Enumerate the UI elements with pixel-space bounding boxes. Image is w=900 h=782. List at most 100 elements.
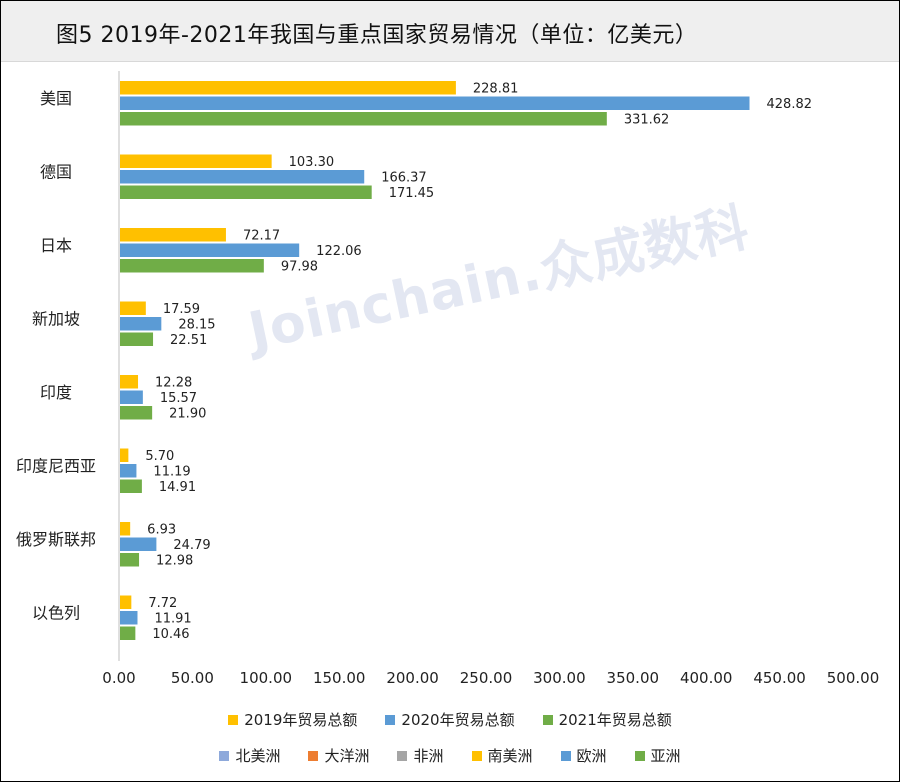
legend-swatch	[308, 750, 319, 761]
bar	[120, 553, 140, 567]
legend-item: 亚洲	[634, 745, 681, 766]
bar	[120, 185, 372, 199]
bar	[120, 81, 456, 95]
legend-item: 非洲	[397, 745, 444, 766]
bar	[120, 332, 154, 346]
data-label: 15.57	[160, 391, 197, 406]
bar	[120, 228, 226, 242]
data-label: 7.72	[148, 596, 177, 611]
bar	[120, 375, 139, 389]
data-label: 28.15	[178, 318, 215, 333]
legend-label: 非洲	[413, 747, 444, 765]
bar	[120, 317, 162, 331]
bar	[120, 170, 365, 184]
bar	[120, 537, 157, 551]
legend-label: 2019年贸易总额	[244, 711, 358, 729]
legend-label: 2020年贸易总额	[401, 711, 515, 729]
data-label: 5.70	[145, 449, 174, 464]
data-label: 11.91	[154, 612, 191, 627]
bar	[120, 448, 129, 462]
legend-label: 2021年贸易总额	[558, 711, 672, 729]
data-label: 24.79	[173, 538, 210, 553]
bar	[120, 522, 131, 536]
legend-series: 2019年贸易总额 2020年贸易总额 2021年贸易总额	[1, 709, 899, 730]
legend-regions: 北美洲 大洋洲 非洲 南美洲 欧洲 亚洲	[1, 745, 899, 766]
bar	[120, 259, 264, 273]
category-label: 俄罗斯联邦	[16, 530, 96, 549]
data-label: 17.59	[163, 302, 200, 317]
bar	[120, 243, 300, 257]
x-tick-label: 50.00	[171, 669, 214, 687]
title-bar: 图5 2019年-2021年我国与重点国家贸易情况（单位：亿美元）	[1, 1, 899, 62]
bar	[120, 390, 143, 404]
legend-swatch	[471, 750, 482, 761]
data-label: 12.28	[155, 376, 192, 391]
legend-swatch	[397, 750, 408, 761]
legend-swatch	[634, 750, 645, 761]
bar	[120, 626, 136, 640]
data-label: 428.82	[767, 97, 813, 112]
data-label: 166.37	[381, 171, 427, 186]
x-tick-label: 350.00	[607, 669, 660, 687]
category-label: 以色列	[32, 604, 80, 623]
data-label: 228.81	[473, 82, 519, 97]
data-label: 11.19	[153, 465, 190, 480]
data-label: 72.17	[243, 229, 280, 244]
legend-swatch	[385, 714, 396, 725]
legend-swatch	[542, 714, 553, 725]
x-tick-label: 200.00	[386, 669, 439, 687]
category-label: 印度	[40, 383, 72, 402]
legend-swatch	[219, 750, 230, 761]
x-tick-label: 150.00	[313, 669, 366, 687]
x-tick-label: 250.00	[460, 669, 513, 687]
bar	[120, 96, 750, 110]
x-tick-label: 300.00	[533, 669, 586, 687]
data-label: 14.91	[159, 480, 196, 495]
bar	[120, 154, 272, 168]
data-label: 10.46	[152, 627, 189, 642]
legend-item: 2020年贸易总额	[385, 709, 515, 730]
legend-swatch	[560, 750, 571, 761]
legend-label: 南美洲	[487, 747, 533, 765]
legend-swatch	[228, 714, 239, 725]
legend-label: 欧洲	[576, 747, 607, 765]
category-label: 印度尼西亚	[16, 457, 96, 476]
data-label: 103.30	[289, 155, 335, 170]
chart-title: 图5 2019年-2021年我国与重点国家贸易情况（单位：亿美元）	[56, 23, 698, 48]
x-tick-label: 0.00	[102, 669, 135, 687]
data-label: 6.93	[147, 523, 176, 538]
x-tick-label: 500.00	[827, 669, 880, 687]
legend-label: 北美洲	[235, 747, 281, 765]
bar	[120, 611, 138, 625]
bar	[120, 301, 146, 315]
data-label: 21.90	[169, 407, 206, 422]
legend-label: 亚洲	[650, 747, 681, 765]
bar	[120, 406, 153, 420]
category-label: 日本	[40, 236, 72, 255]
data-label: 12.98	[156, 554, 193, 569]
legend-label: 大洋洲	[324, 747, 370, 765]
category-label: 美国	[40, 89, 72, 108]
legend-item: 南美洲	[471, 745, 533, 766]
x-tick-label: 400.00	[680, 669, 733, 687]
legend-item: 北美洲	[219, 745, 280, 766]
bar	[120, 479, 142, 493]
bar	[120, 595, 132, 609]
legend-item: 2019年贸易总额	[228, 709, 357, 730]
data-label: 97.98	[281, 260, 318, 275]
data-label: 331.62	[624, 113, 670, 128]
legend-item: 欧洲	[560, 745, 607, 766]
data-label: 171.45	[389, 186, 435, 201]
x-tick-label: 100.00	[240, 669, 293, 687]
x-tick-label: 450.00	[753, 669, 806, 687]
category-label: 德国	[40, 163, 72, 182]
data-label: 22.51	[170, 333, 207, 348]
bar	[120, 464, 137, 478]
data-label: 122.06	[316, 244, 362, 259]
legend-item: 2021年贸易总额	[542, 709, 672, 730]
bar	[120, 112, 607, 126]
legend-item: 大洋洲	[308, 745, 369, 766]
category-label: 新加坡	[32, 310, 80, 329]
